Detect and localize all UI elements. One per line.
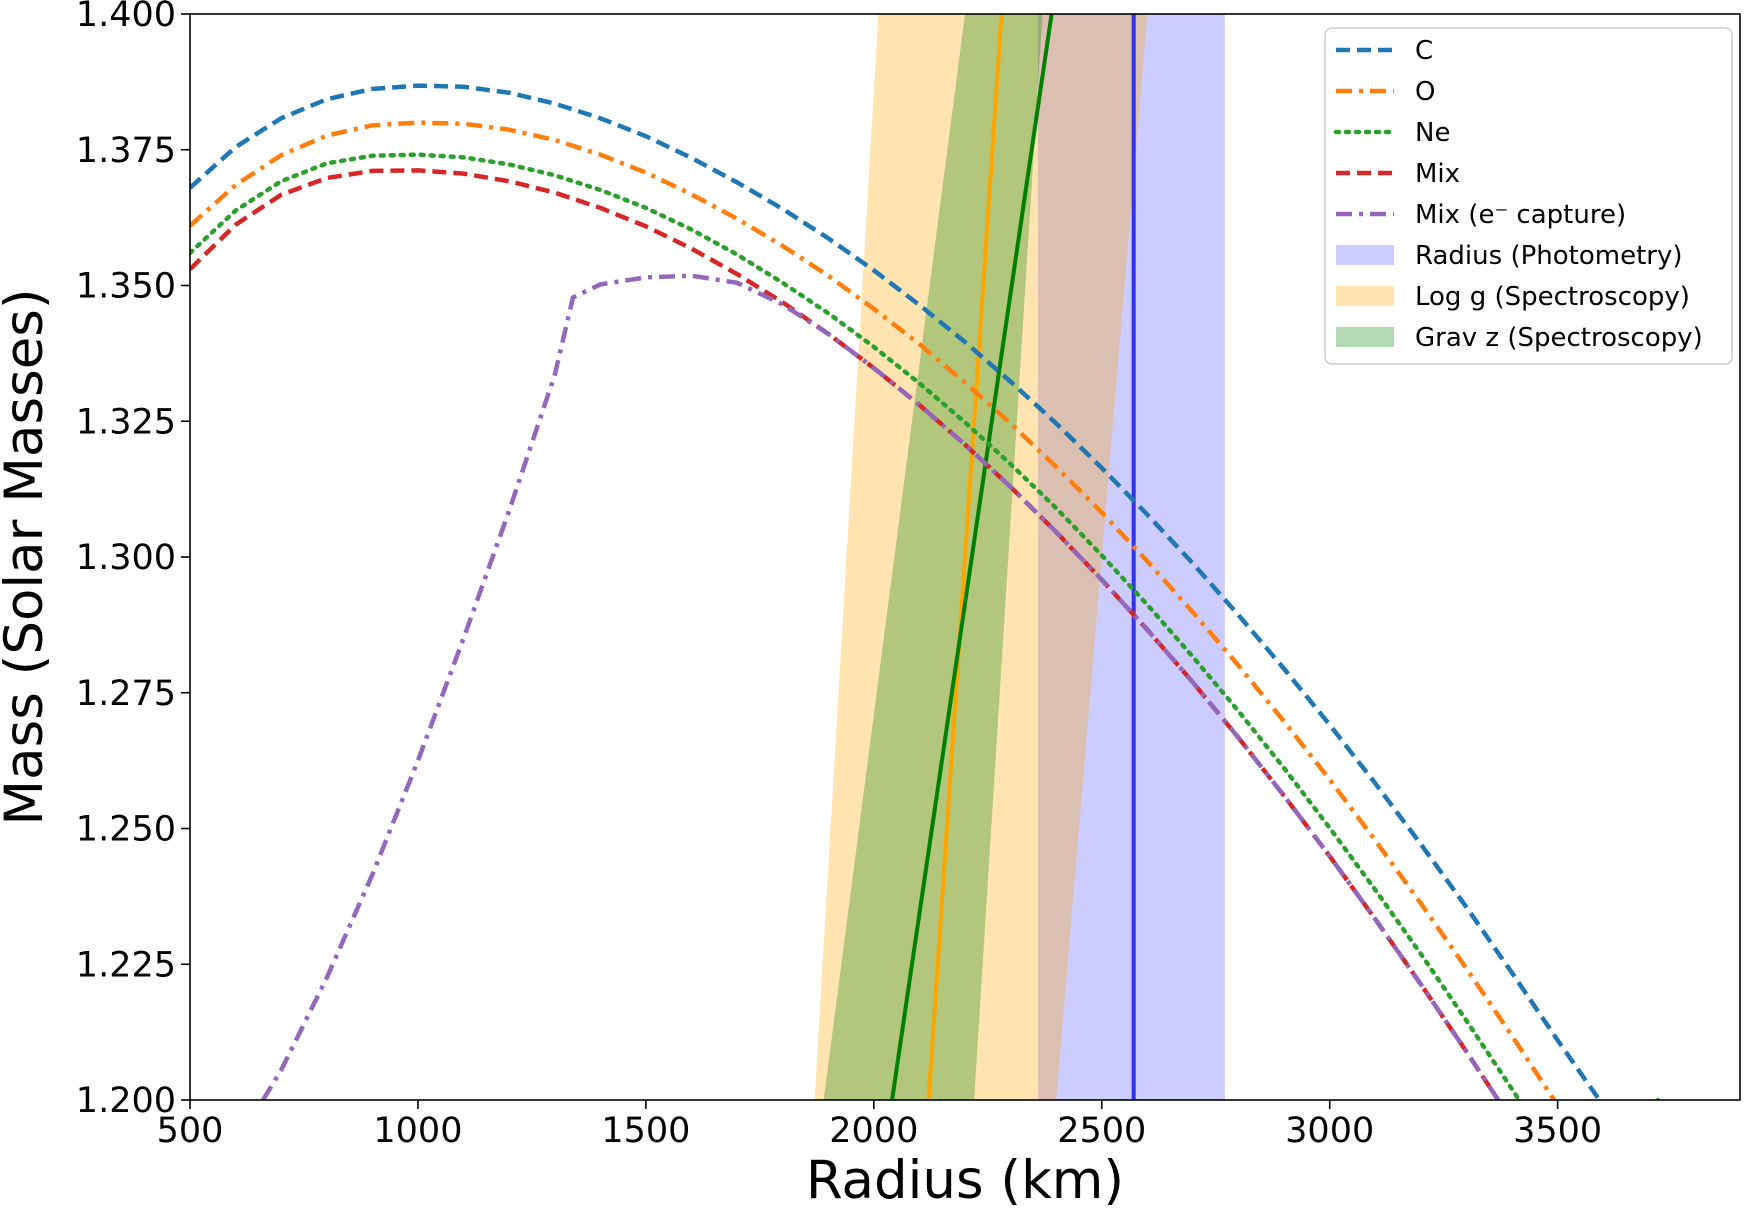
shaded-bands xyxy=(814,14,1225,1100)
legend-swatch-grav-z-spectroscopy xyxy=(1336,327,1394,347)
y-axis: 1.200 1.225 1.250 1.275 1.300 1.325 1.350 1.375… xyxy=(76,0,190,1121)
x-tick-label: 2000 xyxy=(829,1111,918,1151)
y-axis-label: Mass (Solar Masses) xyxy=(0,288,55,825)
x-tick-label: 3500 xyxy=(1513,1111,1602,1151)
x-tick-label: 500 xyxy=(157,1111,224,1151)
series-line-c xyxy=(190,83,1731,1100)
band-grav-z-spectroscopy xyxy=(823,14,1043,1100)
legend-label-o: O xyxy=(1415,77,1435,107)
y-tick-label: 1.300 xyxy=(76,538,176,578)
y-tick-label: 1.400 xyxy=(76,0,176,35)
legend-label-log-g-spectroscopy: Log g (Spectroscopy) xyxy=(1415,282,1690,312)
y-tick-label: 1.225 xyxy=(76,945,176,985)
legend: CO Ne Mix Mix (e⁻ capture) Radius (Photometr… xyxy=(1324,27,1733,365)
x-tick-label: 3000 xyxy=(1285,1111,1374,1151)
series-curves xyxy=(190,83,1731,1100)
fit-line-grav-z-best-fit xyxy=(890,14,1054,1100)
series-line-ne xyxy=(190,152,1661,1100)
x-tick-label: 2500 xyxy=(1057,1111,1146,1151)
legend-swatch-radius-photometry xyxy=(1336,245,1394,265)
legend-label-mix-e-capture: Mix (e⁻ capture) xyxy=(1415,200,1626,230)
band-radius-photometry xyxy=(1037,14,1225,1100)
legend-label-c: C xyxy=(1415,36,1433,66)
x-tick-label: 1000 xyxy=(373,1111,462,1151)
legend-frame xyxy=(1324,27,1733,365)
y-tick-label: 1.350 xyxy=(76,267,176,307)
y-tick-label: 1.250 xyxy=(76,810,176,850)
series-line-mix-e-capture xyxy=(261,273,1649,1100)
legend-label-radius-photometry: Radius (Photometry) xyxy=(1415,241,1683,271)
y-tick-label: 1.275 xyxy=(76,674,176,714)
legend-swatch-log-g-spectroscopy xyxy=(1336,286,1394,306)
legend-label-grav-z-spectroscopy: Grav z (Spectroscopy) xyxy=(1415,323,1703,353)
y-tick-label: 1.375 xyxy=(76,131,176,171)
x-tick-label: 1500 xyxy=(601,1111,690,1151)
x-axis-label: Radius (km) xyxy=(806,1150,1124,1210)
y-tick-label: 1.325 xyxy=(76,402,176,442)
legend-label-ne: Ne xyxy=(1415,118,1450,148)
legend-label-mix: Mix xyxy=(1415,159,1460,189)
band-log-g-spectroscopy xyxy=(814,14,1148,1100)
best-fit-lines xyxy=(890,14,1136,1100)
series-line-o xyxy=(190,120,1695,1100)
y-tick-label: 1.200 xyxy=(76,1081,176,1121)
fit-line-log-g-best-fit xyxy=(926,14,1004,1100)
x-axis: 500 1000 1500 2000 2500 3000 3500 xyxy=(157,1100,1602,1151)
